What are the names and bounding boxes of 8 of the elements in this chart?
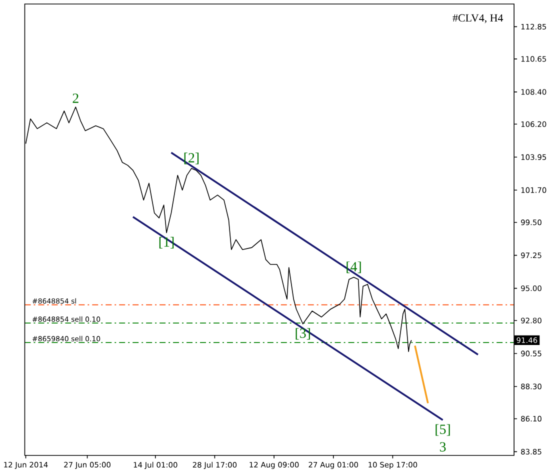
annotation: [3]: [296, 328, 310, 340]
annotation: [5]: [436, 424, 450, 436]
annotation: 2: [72, 93, 78, 103]
annotation: [4]: [346, 261, 361, 273]
annotation: [2]: [184, 152, 199, 164]
text: #CLV4, H4: [452, 14, 504, 24]
annotation: [1]: [159, 236, 174, 248]
annotation: 3: [440, 442, 446, 452]
